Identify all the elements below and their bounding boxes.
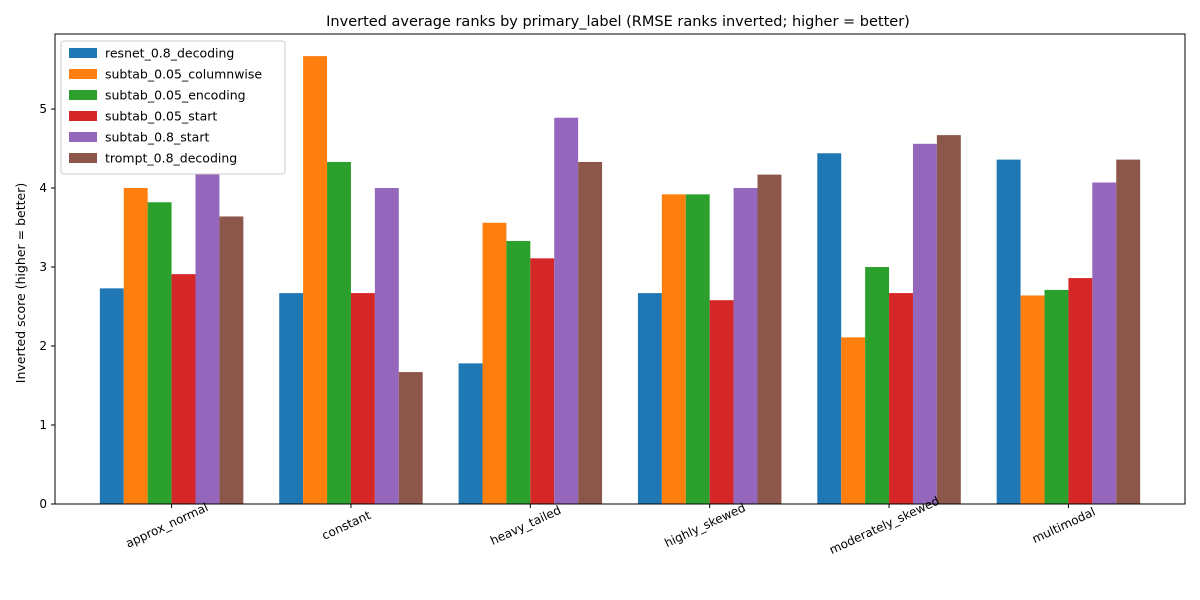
legend-swatch: [69, 90, 97, 100]
bar-subtab_0.05_start-highly_skewed: [709, 300, 734, 504]
x-tick-label: approx_normal: [123, 500, 210, 550]
bar-resnet_0.8_decoding-approx_normal: [99, 288, 124, 504]
y-axis-label: Inverted score (higher = better): [13, 183, 28, 383]
y-tick-label: 0: [39, 497, 47, 511]
bar-subtab_0.05_encoding-approx_normal: [147, 202, 172, 504]
legend: resnet_0.8_decoding subtab_0.05_columnwis…: [60, 40, 286, 175]
x-tick-label: constant: [320, 508, 373, 543]
bar-subtab_0.8_start-heavy_tailed: [554, 117, 579, 504]
chart-title: Inverted average ranks by primary_label …: [326, 14, 910, 30]
bar-subtab_0.05_columnwise-multimodal: [1020, 295, 1045, 504]
bar-subtab_0.05_encoding-heavy_tailed: [506, 240, 531, 504]
bar-resnet_0.8_decoding-heavy_tailed: [458, 363, 483, 504]
bars-layer: [99, 56, 1141, 505]
bar-subtab_0.05_encoding-moderately_skewed: [865, 267, 890, 504]
bar-subtab_0.05_columnwise-highly_skewed: [661, 194, 686, 504]
bar-subtab_0.05_start-constant: [350, 293, 375, 504]
legend-label: subtab_0.8_start: [105, 130, 209, 145]
bar-subtab_0.05_start-multimodal: [1068, 278, 1093, 504]
bar-subtab_0.8_start-highly_skewed: [733, 188, 758, 504]
bar-trompt_0.8_decoding-multimodal: [1116, 159, 1141, 504]
bar-resnet_0.8_decoding-highly_skewed: [637, 293, 662, 504]
y-tick-label: 5: [39, 102, 47, 116]
legend-frame: [60, 40, 286, 175]
legend-label: subtab_0.05_start: [105, 109, 217, 124]
bar-subtab_0.05_encoding-highly_skewed: [685, 194, 710, 504]
bar-subtab_0.05_encoding-constant: [327, 161, 351, 504]
bar-trompt_0.8_decoding-heavy_tailed: [578, 161, 603, 504]
plot-frame: [54, 33, 1186, 505]
x-tick-label: multimodal: [1030, 505, 1098, 546]
y-tick-label: 3: [39, 260, 47, 274]
bar-subtab_0.8_start-moderately_skewed: [912, 143, 937, 505]
legend-label: subtab_0.05_encoding: [105, 88, 246, 103]
bar-trompt_0.8_decoding-highly_skewed: [757, 174, 782, 505]
y-tick-label: 1: [39, 418, 47, 432]
y-tick-label: 2: [39, 339, 47, 353]
bar-trompt_0.8_decoding-moderately_skewed: [936, 135, 961, 505]
legend-label: trompt_0.8_decoding: [105, 151, 237, 166]
legend-swatch: [69, 69, 97, 79]
bar-resnet_0.8_decoding-constant: [279, 293, 304, 504]
bar-trompt_0.8_decoding-approx_normal: [219, 216, 244, 504]
bar-subtab_0.05_start-approx_normal: [171, 274, 196, 504]
x-tick-label: heavy_tailed: [488, 503, 563, 548]
x-tick-label: highly_skewed: [662, 501, 747, 551]
legend-swatch: [69, 111, 97, 121]
bar-subtab_0.05_start-heavy_tailed: [530, 258, 555, 504]
bar-subtab_0.05_start-moderately_skewed: [889, 293, 913, 504]
legend-label: resnet_0.8_decoding: [105, 46, 234, 61]
legend-label: subtab_0.05_columnwise: [105, 67, 262, 82]
bar-subtab_0.05_columnwise-constant: [303, 56, 328, 505]
bar-resnet_0.8_decoding-multimodal: [996, 159, 1021, 504]
bar-trompt_0.8_decoding-constant: [398, 372, 423, 504]
bar-subtab_0.05_columnwise-approx_normal: [123, 188, 148, 504]
bar-subtab_0.8_start-multimodal: [1092, 182, 1117, 504]
bar-subtab_0.8_start-constant: [374, 188, 399, 504]
legend-swatch: [69, 153, 97, 163]
legend-swatch: [69, 132, 97, 142]
bar-subtab_0.05_columnwise-moderately_skewed: [841, 337, 866, 504]
bar-resnet_0.8_decoding-moderately_skewed: [817, 153, 842, 504]
bar-subtab_0.05_columnwise-heavy_tailed: [482, 222, 507, 505]
bar-subtab_0.8_start-approx_normal: [195, 173, 220, 504]
legend-swatch: [69, 48, 97, 58]
bar-subtab_0.05_encoding-multimodal: [1044, 289, 1069, 504]
y-tick-label: 4: [39, 181, 47, 195]
